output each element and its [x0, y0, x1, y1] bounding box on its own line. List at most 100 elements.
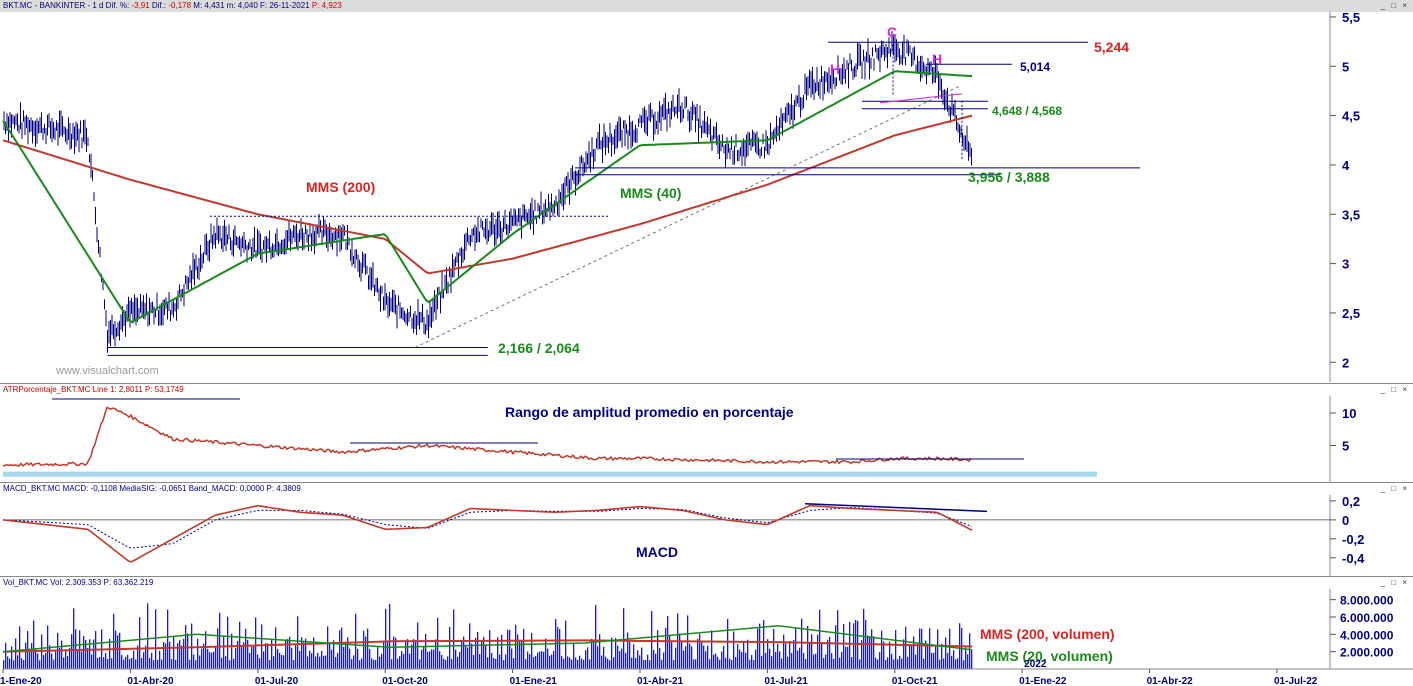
- volume-bar: [931, 652, 933, 669]
- volume-bar: [941, 644, 943, 669]
- volume-bar: [459, 652, 461, 669]
- volume-bar: [371, 658, 373, 669]
- volume-bar: [955, 659, 957, 669]
- volume-bar: [411, 644, 413, 669]
- volume-bar: [857, 620, 859, 669]
- level-3956-label: 3,956 / 3,888: [968, 169, 1050, 185]
- volume-bar: [439, 651, 441, 669]
- volume-bar: [789, 640, 791, 669]
- volume-bar: [901, 658, 903, 669]
- volume-bar: [637, 650, 639, 669]
- volume-chart[interactable]: 2.000.000 4.000.000 6.000.000 8.000.000 MMS …: [0, 589, 1413, 686]
- window-buttons[interactable]: _ □ ×: [1380, 484, 1409, 493]
- volume-bar: [169, 641, 171, 669]
- level-5014-label: 5,014: [1020, 60, 1050, 74]
- volume-bar: [433, 649, 435, 669]
- volume-bar: [335, 656, 337, 669]
- volume-bar: [217, 628, 219, 669]
- volume-bar: [43, 655, 45, 669]
- volume-bar: [247, 639, 249, 669]
- price-panel-header: BKT.MC - BANKINTER - 1 d Dif. %: -3,91 D…: [0, 0, 1413, 12]
- volume-bar: [849, 621, 851, 669]
- volume-bar: [471, 643, 473, 669]
- volume-bar: [775, 651, 777, 669]
- y-tick-label: -0,4: [1342, 551, 1365, 566]
- y-tick-label: 2: [1342, 355, 1349, 370]
- volume-bar: [375, 659, 377, 669]
- header-part: P: 4,923: [311, 1, 342, 10]
- volume-bar: [45, 652, 47, 669]
- volume-bar: [535, 655, 537, 669]
- volume-bar: [283, 655, 285, 669]
- volume-bar: [463, 636, 465, 669]
- volume-bar: [883, 641, 885, 669]
- volume-bar: [167, 609, 169, 669]
- y-tick-label: 10: [1342, 406, 1356, 421]
- window-buttons[interactable]: _ □ ×: [1380, 1, 1409, 10]
- volume-bar: [587, 647, 589, 669]
- volume-bar: [425, 633, 427, 669]
- level-neck-label: 4,648 / 4,568: [992, 104, 1062, 118]
- volume-bar: [449, 626, 451, 669]
- volume-bar: [513, 658, 515, 669]
- volume-bar: [851, 657, 853, 669]
- volume-bar: [717, 656, 719, 669]
- volume-bar: [389, 603, 391, 669]
- window-buttons[interactable]: _ □ ×: [1380, 578, 1409, 587]
- volume-bar: [353, 655, 355, 669]
- volume-bar: [243, 642, 245, 669]
- volume-bar: [705, 651, 707, 669]
- volume-bar: [667, 616, 669, 669]
- volume-bar: [563, 658, 565, 669]
- volume-bar: [233, 658, 235, 669]
- volume-bar: [545, 638, 547, 669]
- volume-bar: [871, 629, 873, 669]
- y-tick-label: 4,5: [1342, 109, 1360, 124]
- macd-title: MACD: [636, 544, 678, 560]
- volume-bar: [477, 631, 479, 669]
- volume-bar: [391, 659, 393, 669]
- volume-bar: [911, 644, 913, 669]
- year-label: 2022: [1024, 659, 1047, 670]
- volume-bar: [873, 636, 875, 669]
- macd-chart[interactable]: 0,2 0 -0,2 -0,4 MACD: [0, 495, 1413, 576]
- atr-panel[interactable]: ATRPorcentaje_BKT.MC Line 1: 2,8011 P: 5…: [0, 383, 1413, 482]
- volume-bar: [465, 645, 467, 669]
- volume-bar: [885, 659, 887, 669]
- volume-bar: [879, 652, 881, 669]
- macd-panel[interactable]: MACD_BKT.MC MACD: -0,1108 MediaSIG: -0,0…: [0, 482, 1413, 576]
- price-chart[interactable]: 2 2,5 3 3,5 4 4,5 5 5,5 MMS (200) MMS (40) 5,244 5,…: [0, 12, 1413, 382]
- volume-bar: [125, 656, 127, 669]
- volume-bar: [747, 639, 749, 669]
- volume-bar: [155, 609, 157, 669]
- volume-bar: [603, 646, 605, 669]
- y-tick-label: 0,2: [1342, 495, 1360, 509]
- volume-bar: [895, 630, 897, 669]
- volume-bar: [257, 654, 259, 669]
- x-tick-label: 01-Oct-21: [892, 676, 938, 686]
- volume-bar: [829, 636, 831, 669]
- volume-bar: [707, 645, 709, 669]
- volume-bar: [139, 617, 141, 669]
- volume-bar: [63, 657, 65, 669]
- volume-bar: [929, 628, 931, 669]
- window-buttons[interactable]: _ □ ×: [1380, 385, 1409, 394]
- volume-bar: [311, 653, 313, 669]
- price-panel[interactable]: BKT.MC - BANKINTER - 1 d Dif. %: -3,91 D…: [0, 0, 1413, 382]
- volume-bar: [293, 659, 295, 669]
- volume-bar: [383, 641, 385, 669]
- volume-bar: [267, 643, 269, 669]
- volume-bar: [357, 648, 359, 669]
- volume-bar: [279, 652, 281, 669]
- volume-bar: [397, 658, 399, 669]
- volume-panel[interactable]: Vol_BKT.MC Vol: 2.309.353 P: 63.362.219 …: [0, 576, 1413, 686]
- volume-bar: [495, 658, 497, 669]
- volume-bar: [897, 659, 899, 669]
- atr-chart[interactable]: 5 10 Rango de amplitud promedio en porcent…: [0, 396, 1413, 482]
- volume-bar: [107, 659, 109, 669]
- header-part: -0,178: [168, 1, 192, 10]
- volume-bar: [237, 640, 239, 669]
- volume-bar: [819, 609, 821, 669]
- volume-bar: [51, 653, 53, 669]
- volume-bar: [181, 645, 183, 669]
